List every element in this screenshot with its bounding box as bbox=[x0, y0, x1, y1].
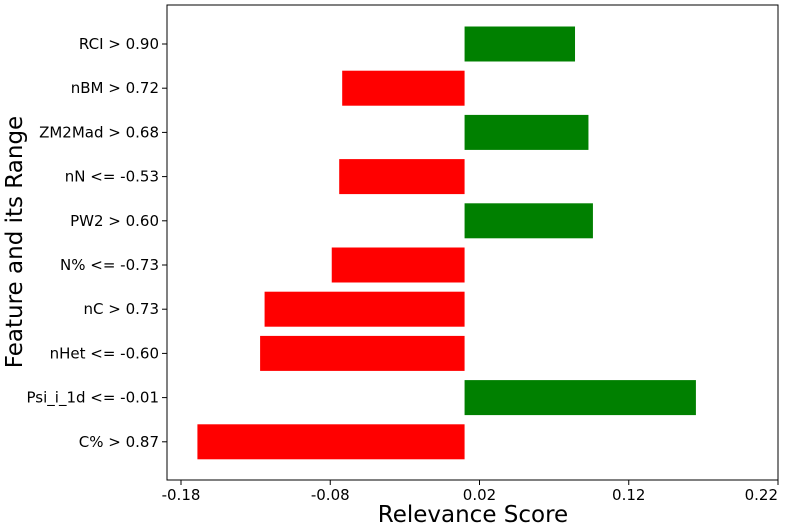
bar-8 bbox=[464, 380, 696, 416]
x-tick-label: -0.18 bbox=[162, 486, 201, 504]
y-tick-label: Psi_i_1d <= -0.01 bbox=[27, 389, 159, 408]
plot-frame bbox=[166, 4, 779, 481]
x-tick-group: -0.18 -0.08 0.02 0.12 0.22 bbox=[162, 480, 779, 504]
y-tick-label: nC > 0.73 bbox=[84, 300, 159, 318]
x-tick-label: 0.02 bbox=[463, 486, 496, 504]
bar-2 bbox=[464, 114, 589, 150]
bar-4 bbox=[464, 203, 593, 239]
x-tick-label: -0.08 bbox=[311, 486, 350, 504]
y-tick-label: nN <= -0.53 bbox=[65, 168, 159, 186]
bar-5 bbox=[331, 247, 465, 283]
y-tick-label: nHet <= -0.60 bbox=[50, 344, 159, 362]
x-axis-title: Relevance Score bbox=[378, 502, 568, 528]
y-tick-group: RCI > 0.90 nBM > 0.72 ZM2Mad > 0.68 nN <= -… bbox=[27, 35, 167, 451]
y-tick-label: N% <= -0.73 bbox=[60, 256, 159, 274]
y-tick-label: PW2 > 0.60 bbox=[70, 212, 159, 230]
y-tick-label: RCI > 0.90 bbox=[79, 35, 159, 53]
bar-7 bbox=[260, 335, 465, 371]
bar-0 bbox=[464, 26, 576, 62]
bar-3 bbox=[339, 159, 465, 195]
bar-1 bbox=[342, 70, 465, 106]
y-tick-label: C% > 0.87 bbox=[79, 433, 159, 451]
y-axis-title: Feature and its Range bbox=[2, 116, 28, 368]
bars-group bbox=[197, 26, 696, 460]
x-tick-label: 0.12 bbox=[612, 486, 645, 504]
x-tick-label: 0.22 bbox=[745, 486, 778, 504]
y-tick-label: nBM > 0.72 bbox=[71, 79, 159, 97]
bar-6 bbox=[264, 291, 465, 327]
bar-9 bbox=[197, 424, 465, 460]
y-tick-label: ZM2Mad > 0.68 bbox=[39, 123, 159, 141]
